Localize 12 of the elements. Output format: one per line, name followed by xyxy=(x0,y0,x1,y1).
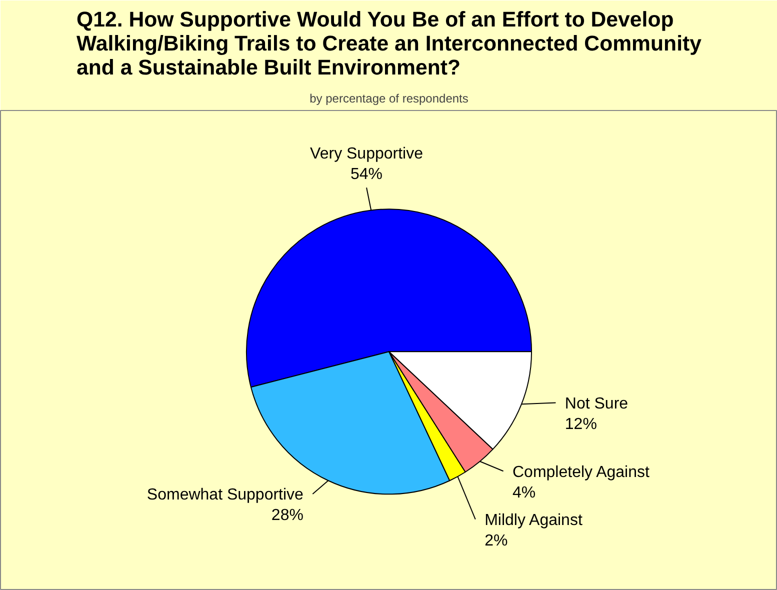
data-label: 4% xyxy=(512,484,536,502)
slice-label: Mildly Against xyxy=(484,512,583,530)
chart-subtitle: by percentage of respondents xyxy=(310,92,468,106)
slice-label: Very Supportive xyxy=(310,146,424,163)
chart-title: Q12. How Supportive Would You Be of an Effort to Develop Walking/Biking Trails to Create an Interconnected Community and a Sustainable Built Environment? xyxy=(76,8,702,80)
slice-label: Completely Against xyxy=(512,464,650,481)
data-label: 12% xyxy=(564,416,597,433)
slice-label: Somewhat Supportive xyxy=(146,486,304,504)
data-label: 28% xyxy=(271,507,304,524)
slice-label: Not Sure xyxy=(564,396,628,413)
data-label: 54% xyxy=(350,166,383,184)
data-label: 2% xyxy=(484,532,508,550)
